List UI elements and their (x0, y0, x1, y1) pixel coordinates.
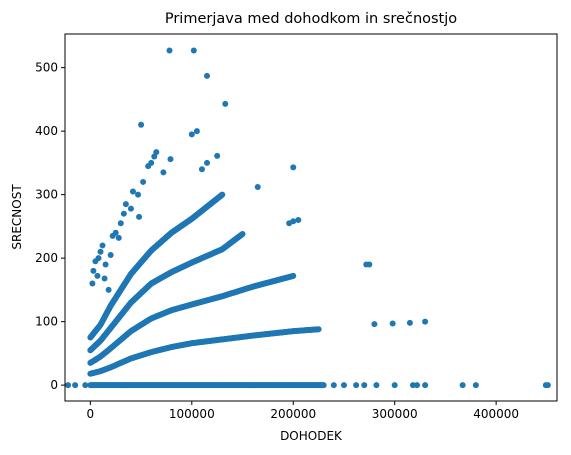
data-point (295, 217, 302, 224)
data-points (65, 47, 551, 389)
data-point (204, 159, 211, 166)
y-tick-label: 400 (35, 124, 58, 138)
data-point (136, 213, 143, 220)
data-point (190, 47, 197, 54)
data-point (286, 220, 293, 227)
data-point (101, 275, 108, 282)
data-point-band-3 (239, 231, 246, 238)
x-tick-label: 200000 (270, 407, 316, 421)
data-point (361, 382, 368, 389)
data-point (89, 280, 96, 287)
y-axis-label: SRECNOST (10, 184, 24, 250)
y-tick-label: 300 (35, 188, 58, 202)
y-tick-label: 200 (35, 251, 58, 265)
data-point (109, 232, 116, 239)
data-point (117, 220, 124, 227)
data-point (544, 382, 551, 389)
data-point (214, 152, 221, 159)
data-point (193, 128, 200, 135)
data-point (65, 382, 72, 389)
data-point (129, 188, 136, 195)
data-point (120, 210, 127, 217)
data-point (371, 321, 378, 328)
data-point (188, 131, 195, 138)
data-point (82, 382, 89, 389)
data-point (459, 382, 466, 389)
x-axis-ticks: 0 100000 200000 300000 400000 (87, 401, 519, 421)
data-point (97, 248, 104, 255)
x-tick-label: 400000 (473, 407, 519, 421)
data-point (222, 100, 229, 107)
plot-frame (64, 33, 558, 402)
data-point (373, 382, 380, 389)
data-point-band-4 (219, 191, 226, 198)
data-point (366, 261, 373, 268)
chart-title: Primerjava med dohodkom in srečnostjo (165, 11, 457, 27)
x-axis-label: DOHODEK (280, 429, 343, 443)
data-point (290, 164, 297, 171)
data-point (115, 234, 122, 241)
data-point (389, 320, 396, 327)
data-point (90, 267, 97, 274)
x-tick-label: 100000 (169, 407, 215, 421)
data-point (127, 205, 134, 212)
data-point (330, 382, 337, 389)
data-point (204, 72, 211, 79)
data-point (105, 286, 112, 293)
data-point (135, 191, 142, 198)
data-point (254, 184, 261, 191)
data-point (391, 382, 398, 389)
data-point (122, 201, 129, 208)
data-point (167, 156, 174, 163)
data-point-band-1 (315, 326, 322, 333)
data-point-band-0 (320, 382, 327, 389)
data-point (151, 153, 158, 160)
y-tick-label: 0 (50, 378, 58, 392)
x-tick-label: 0 (87, 407, 95, 421)
data-point (166, 47, 173, 54)
x-tick-label: 300000 (372, 407, 418, 421)
data-point (94, 272, 101, 279)
data-point (472, 382, 479, 389)
data-point (145, 163, 152, 170)
data-point (72, 382, 79, 389)
data-point (138, 121, 145, 128)
y-tick-label: 500 (35, 61, 58, 75)
y-axis-ticks: 0 100 200 300 400 500 (35, 61, 65, 392)
data-point (340, 382, 347, 389)
data-point (406, 319, 413, 326)
data-point (353, 382, 360, 389)
y-tick-label: 100 (35, 315, 58, 329)
data-point (107, 251, 114, 258)
data-point (198, 166, 205, 173)
data-point (140, 178, 147, 185)
data-point (422, 382, 429, 389)
data-point (102, 261, 109, 268)
data-point (414, 382, 421, 389)
data-point (160, 169, 167, 176)
data-point-band-2 (290, 272, 297, 279)
data-point (422, 318, 429, 325)
data-point (99, 242, 106, 249)
data-point (92, 258, 99, 265)
